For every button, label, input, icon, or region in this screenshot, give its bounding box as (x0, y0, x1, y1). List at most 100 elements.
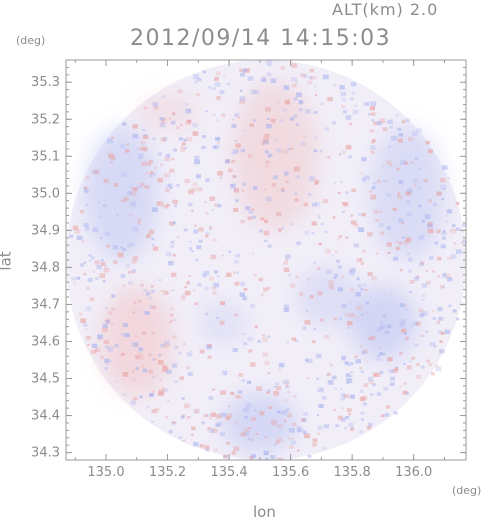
speckle (340, 396, 346, 401)
speckle (247, 76, 254, 81)
speckle (240, 282, 246, 286)
speckle (100, 258, 105, 262)
speckle (262, 337, 268, 342)
speckle (130, 191, 137, 197)
speckle (304, 230, 310, 235)
speckle (143, 310, 147, 314)
speckle (105, 320, 110, 324)
speckle (143, 288, 148, 293)
speckle (297, 427, 303, 432)
speckle (260, 293, 265, 297)
speckle (293, 394, 297, 398)
speckle (345, 191, 349, 194)
speckle (442, 230, 446, 233)
speckle (215, 136, 221, 141)
speckle (438, 316, 444, 321)
speckle (163, 118, 167, 121)
speckle (205, 312, 209, 316)
speckle (263, 287, 268, 292)
speckle (349, 313, 355, 318)
speckle (392, 208, 395, 210)
speckle (370, 150, 375, 154)
speckle (414, 343, 418, 347)
speckle (287, 391, 290, 394)
speckle (287, 148, 291, 151)
speckle (287, 273, 292, 277)
speckle (263, 137, 269, 143)
speckle (194, 155, 200, 160)
speckle (361, 418, 364, 421)
speckle (171, 363, 178, 368)
speckle (283, 267, 290, 272)
speckle (290, 147, 294, 150)
speckle (161, 95, 165, 99)
speckle (280, 189, 285, 193)
speckle (448, 304, 452, 307)
speckle (421, 283, 428, 288)
speckle (163, 172, 170, 178)
y-axis-unit: (deg) (16, 34, 46, 47)
speckle (273, 390, 280, 396)
speckle (162, 367, 169, 372)
speckle (367, 272, 373, 277)
speckle (170, 319, 174, 322)
speckle (295, 81, 298, 83)
speckle (335, 259, 340, 263)
speckle (268, 64, 271, 67)
speckle (295, 339, 298, 343)
speckle (165, 251, 172, 257)
speckle (105, 307, 108, 310)
speckle (185, 281, 190, 285)
speckle (103, 267, 110, 273)
speckle (286, 341, 290, 344)
speckle (406, 252, 410, 255)
speckle (273, 175, 278, 180)
speckle (258, 277, 263, 282)
speckle (414, 157, 418, 160)
speckle (341, 393, 346, 397)
speckle (415, 275, 420, 279)
speckle (428, 363, 432, 366)
speckle (240, 433, 244, 436)
speckle (193, 80, 198, 84)
speckle (387, 145, 391, 149)
speckle (350, 97, 354, 101)
speckle (198, 227, 204, 232)
speckle (371, 371, 374, 374)
speckle (267, 371, 271, 375)
speckle (238, 372, 244, 377)
speckle (231, 159, 236, 164)
speckle (89, 297, 95, 302)
speckle (346, 326, 351, 330)
speckle (107, 346, 114, 352)
speckle (345, 415, 350, 420)
speckle (422, 299, 425, 301)
speckle (293, 114, 298, 118)
speckle (314, 110, 318, 114)
speckle (331, 121, 336, 125)
speckle (83, 272, 87, 276)
speckle (429, 342, 436, 347)
speckle (327, 155, 331, 159)
speckle (265, 165, 269, 168)
speckle-noise (69, 60, 466, 460)
speckle (79, 210, 84, 214)
speckle (316, 377, 320, 381)
speckle (207, 355, 212, 359)
speckle (446, 276, 453, 282)
speckle (227, 83, 230, 86)
speckle (157, 177, 164, 183)
speckle (440, 244, 446, 249)
speckle (167, 183, 173, 188)
speckle (387, 119, 393, 125)
speckle (151, 390, 155, 393)
speckle (226, 441, 231, 445)
speckle (324, 248, 331, 254)
speckle (447, 256, 452, 261)
speckle (294, 198, 299, 202)
speckle (266, 60, 272, 66)
speckle (181, 142, 186, 146)
speckle (235, 395, 240, 399)
speckle (131, 268, 136, 273)
speckle (168, 117, 172, 120)
